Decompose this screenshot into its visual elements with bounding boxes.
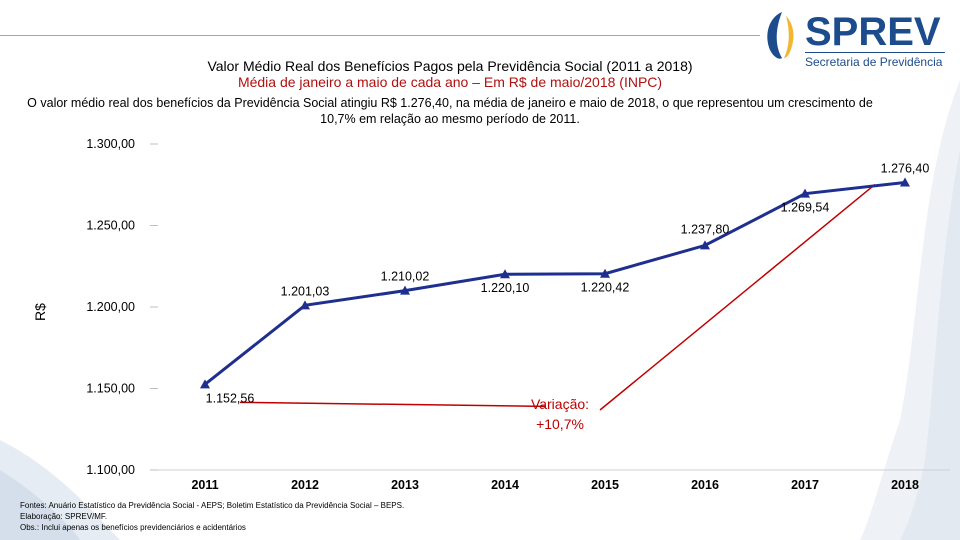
y-tick-label: 1.200,00 xyxy=(86,300,135,314)
data-point xyxy=(500,269,510,279)
data-label: 1.237,80 xyxy=(681,222,730,236)
y-axis-label: R$ xyxy=(32,303,48,321)
x-tick-label: 2018 xyxy=(891,478,919,492)
variation-baseline-line xyxy=(239,401,546,408)
data-label: 1.201,03 xyxy=(281,284,330,298)
variation-annotation-line2: +10,7% xyxy=(536,416,584,432)
data-label: 1.276,40 xyxy=(881,161,930,175)
y-tick-label: 1.100,00 xyxy=(86,463,135,477)
x-tick-label: 2013 xyxy=(391,478,419,492)
variation-pointer-line xyxy=(599,183,876,411)
x-tick-label: 2011 xyxy=(191,478,218,492)
data-point xyxy=(400,285,410,295)
data-label: 1.220,42 xyxy=(581,281,630,295)
y-tick-label: 1.300,00 xyxy=(86,137,135,151)
x-tick-label: 2014 xyxy=(491,478,519,492)
sprev-logo: SPREV Secretaria de Previdência xyxy=(760,6,955,74)
data-label: 1.269,54 xyxy=(781,201,830,215)
data-point xyxy=(800,188,810,198)
footnote-note: Obs.: Inclui apenas os benefícios previd… xyxy=(20,523,246,532)
sprev-emblem-icon xyxy=(767,12,794,59)
x-tick-label: 2015 xyxy=(591,478,619,492)
logo-divider xyxy=(805,52,945,53)
x-tick-label: 2017 xyxy=(791,478,819,492)
series-line xyxy=(204,180,906,386)
data-point xyxy=(700,240,710,250)
data-point xyxy=(900,177,910,187)
y-tick-label: 1.250,00 xyxy=(86,219,135,233)
variation-annotation-line1: Variação: xyxy=(531,396,589,412)
data-label: 1.220,10 xyxy=(481,281,530,295)
top-divider xyxy=(0,35,760,36)
chart-title: Valor Médio Real dos Benefícios Pagos pe… xyxy=(207,58,693,74)
data-point xyxy=(300,300,310,310)
logo-subtitle: Secretaria de Previdência xyxy=(805,55,943,69)
data-point xyxy=(600,268,610,278)
x-tick-label: 2016 xyxy=(691,478,719,492)
chart-subtitle: Média de janeiro a maio de cada ano – Em… xyxy=(237,74,663,90)
data-point xyxy=(200,379,210,389)
x-tick-label: 2012 xyxy=(291,478,319,492)
logo-wordmark: SPREV xyxy=(805,10,941,54)
data-label: 1.152,56 xyxy=(206,391,255,405)
footnote-prepared: Elaboração: SPREV/MF. xyxy=(20,512,108,521)
footnotes: Fontes: Anuário Estatístico da Previdênc… xyxy=(20,500,404,533)
data-label: 1.210,02 xyxy=(381,270,430,284)
y-tick-label: 1.150,00 xyxy=(86,382,135,396)
footnote-sources: Fontes: Anuário Estatístico da Previdênc… xyxy=(20,501,405,510)
chart-description: O valor médio real dos benefícios da Pre… xyxy=(27,96,873,126)
